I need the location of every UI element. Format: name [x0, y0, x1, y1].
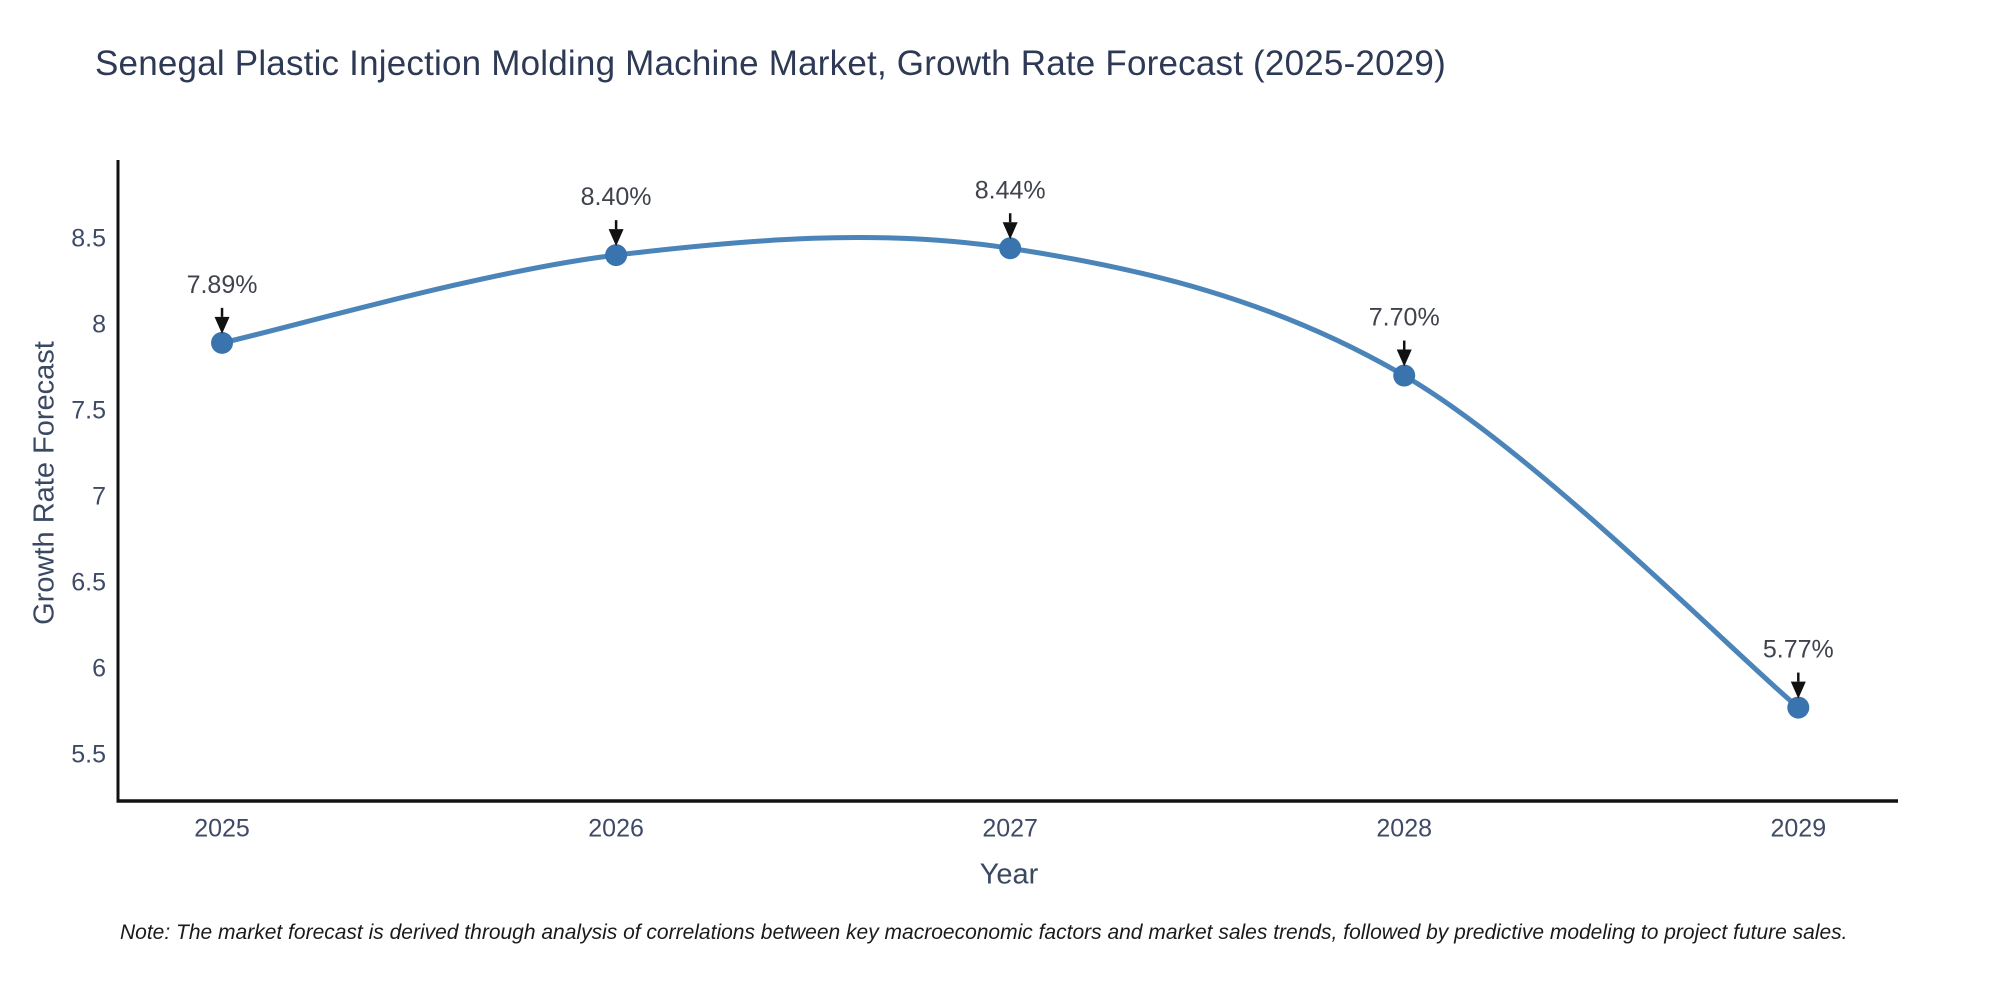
point-value-label: 7.89% [187, 271, 258, 299]
x-tick-label: 2028 [1376, 815, 1432, 843]
data-point-2028 [1393, 364, 1416, 387]
annotation-arrow-head [1002, 222, 1018, 240]
y-tick-label: 5.5 [71, 741, 106, 769]
chart-title: Senegal Plastic Injection Molding Machin… [95, 44, 1446, 83]
y-tick-label: 7.5 [71, 396, 106, 424]
data-point-2025 [211, 331, 234, 354]
y-tick-label: 7 [92, 482, 106, 510]
point-value-label: 8.40% [581, 183, 652, 211]
y-tick-label: 8.5 [71, 224, 106, 252]
x-tick-label: 2025 [194, 815, 250, 843]
x-tick-label: 2026 [588, 815, 644, 843]
x-tick-label: 2029 [1770, 815, 1826, 843]
y-tick-label: 6.5 [71, 569, 106, 597]
y-tick-label: 8 [92, 310, 106, 338]
y-tick-label: 6 [92, 655, 106, 683]
annotation-arrow-head [608, 229, 624, 247]
annotation-arrow-head [214, 316, 230, 334]
point-value-label: 5.77% [1763, 636, 1834, 664]
data-point-2027 [999, 237, 1022, 260]
data-point-2029 [1787, 696, 1810, 719]
annotation-arrow-head [1396, 349, 1412, 367]
x-tick-label: 2027 [982, 815, 1038, 843]
forecast-line [219, 234, 1801, 711]
footnote: Note: The market forecast is derived thr… [120, 921, 1848, 944]
annotation-arrow-head [1790, 681, 1806, 699]
point-value-label: 8.44% [975, 176, 1046, 204]
point-value-label: 7.70% [1369, 304, 1440, 332]
x-axis-title: Year [979, 858, 1039, 891]
data-point-2026 [605, 244, 628, 267]
